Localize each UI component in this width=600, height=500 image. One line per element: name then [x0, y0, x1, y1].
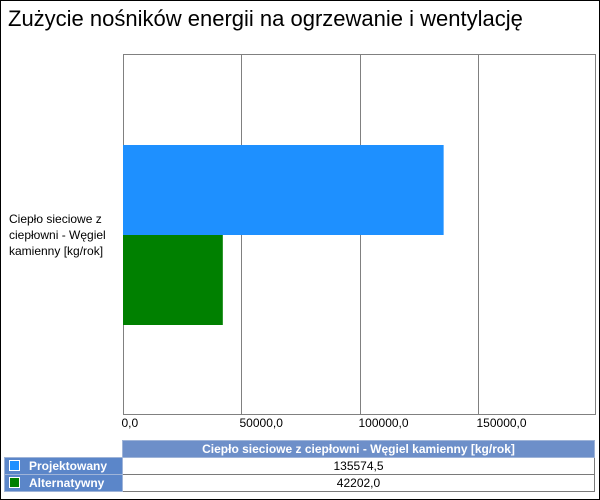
table-row: Alternatywny 42202,0	[4, 474, 595, 492]
table-corner	[4, 440, 123, 458]
legend-swatch-alternatywny	[9, 477, 20, 488]
x-tick-label: 150000,0	[477, 416, 527, 430]
row-value-alternatywny: 42202,0	[122, 474, 595, 492]
row-label-alternatywny: Alternatywny	[4, 474, 123, 492]
chart-plot: 0,0 50000,0 100000,0 150000,0	[122, 54, 596, 430]
x-tick-label: 100000,0	[359, 416, 409, 430]
chart-title: Zużycie nośników energii na ogrzewanie i…	[8, 6, 523, 31]
row-label-text: Projektowany	[29, 459, 108, 473]
row-value-projektowany: 135574,5	[122, 457, 595, 475]
data-table: Ciepło sieciowe z ciepłowni - Węgiel kam…	[4, 440, 595, 492]
x-tick-label: 50000,0	[240, 416, 284, 430]
row-label-projektowany: Projektowany	[4, 457, 123, 475]
row-label-text: Alternatywny	[29, 476, 105, 490]
category-label: Ciepło sieciowe z ciepłowni - Węgiel kam…	[9, 212, 106, 258]
table-header: Ciepło sieciowe z ciepłowni - Węgiel kam…	[122, 440, 595, 458]
legend-swatch-projektowany	[9, 460, 20, 471]
bar-alternatywny	[123, 235, 223, 325]
table-row: Projektowany 135574,5	[4, 457, 595, 475]
x-tick-label: 0,0	[122, 416, 139, 430]
bar-projektowany	[123, 145, 444, 235]
